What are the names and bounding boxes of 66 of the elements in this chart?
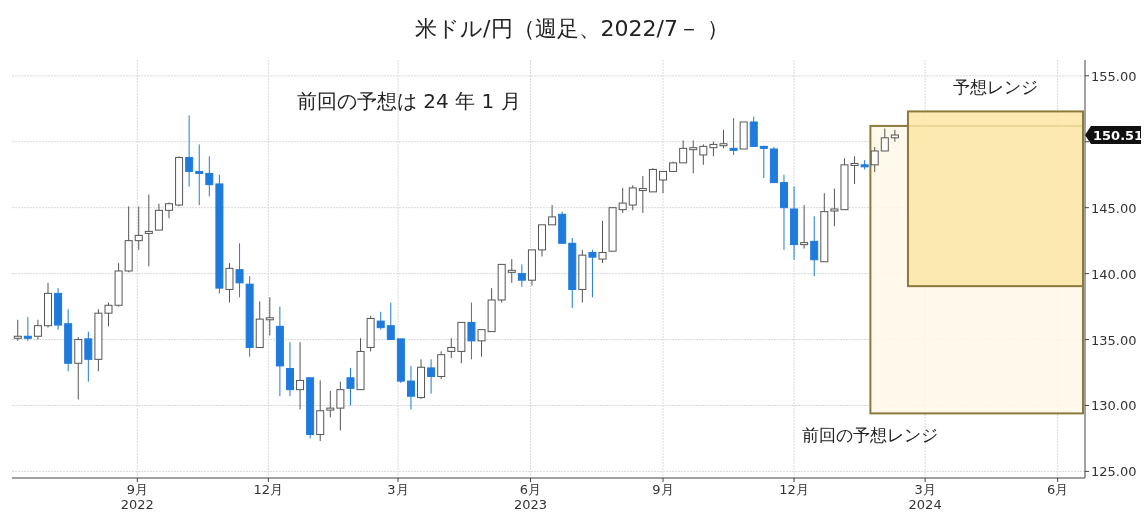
candlestick: [638, 175, 647, 214]
candlestick: [618, 187, 627, 214]
candlestick: [74, 336, 83, 401]
candlestick: [316, 379, 325, 442]
candlestick: [548, 204, 557, 226]
candlestick: [23, 316, 32, 342]
candlestick: [33, 319, 42, 341]
candlestick: [517, 263, 526, 288]
text: 150.51: [1093, 128, 1144, 144]
candlestick: [699, 143, 708, 166]
candlestick: [84, 331, 93, 383]
candlestick: [800, 204, 809, 250]
candlestick: [880, 128, 889, 152]
candlestick: [659, 170, 667, 194]
candlestick: [759, 145, 768, 179]
candlestick: [598, 220, 607, 264]
candlestick: [890, 129, 899, 143]
candlestick: [507, 258, 516, 284]
chart-title: 米ドル/円（週足、2022/7－ ）: [415, 16, 729, 41]
candlestick: [154, 203, 163, 231]
x-tick-label: 3月: [387, 482, 409, 497]
x-tick-label: 12月: [779, 482, 809, 497]
candlestick: [406, 365, 415, 410]
band-label: 前回の予想レンジ: [802, 425, 939, 446]
candlestick: [346, 367, 355, 406]
candlestick: [386, 302, 395, 341]
candlestick: [810, 215, 819, 277]
candlestick: [689, 139, 698, 174]
candlestick: [437, 350, 446, 380]
annotation: 前回の予想は 24 年 1 月: [297, 89, 521, 113]
candlestick: [588, 249, 597, 298]
candlestick: [13, 319, 22, 342]
candlestick: [336, 381, 345, 432]
candlestick: [205, 155, 214, 197]
x-tick-label: 12月: [253, 482, 284, 497]
y-tick-label: 145.00: [1091, 200, 1137, 216]
y-tick-label: 135.00: [1091, 332, 1137, 348]
y-tick-label: 140.00: [1091, 266, 1137, 282]
candlestick: [265, 296, 274, 337]
x-tick-label: 9月 2022: [120, 482, 154, 512]
band-label: 予想レンジ: [952, 77, 1038, 98]
candlestick: [870, 146, 879, 173]
candlestick: [144, 194, 153, 267]
x-tick-label: 3月 2024: [908, 482, 942, 512]
candlestick: [628, 184, 637, 211]
candlestick: [235, 242, 244, 298]
candlestick: [679, 139, 688, 164]
candlestick: [326, 390, 335, 418]
candlestick: [225, 262, 234, 304]
candlestick: [729, 117, 738, 156]
candlestick: [427, 358, 436, 395]
candlestick: [185, 114, 194, 188]
x-tick-label: 6月 2023: [513, 482, 548, 512]
x-tick-label: 9月: [652, 482, 674, 497]
candlestick: [134, 205, 143, 251]
y-tick-label: 125.00: [1091, 464, 1137, 480]
y-tick-label: 130.00: [1091, 398, 1137, 414]
candlestick: [296, 341, 305, 410]
candlestick: [164, 201, 173, 219]
candlestick: [467, 302, 476, 360]
y-tick-label: 155.00: [1091, 68, 1137, 84]
candlestick: [648, 167, 657, 193]
candlestick: [285, 341, 294, 397]
candlestick: [447, 337, 456, 359]
candlestick: [195, 143, 204, 206]
x-tick-label: 6月: [1046, 482, 1069, 497]
